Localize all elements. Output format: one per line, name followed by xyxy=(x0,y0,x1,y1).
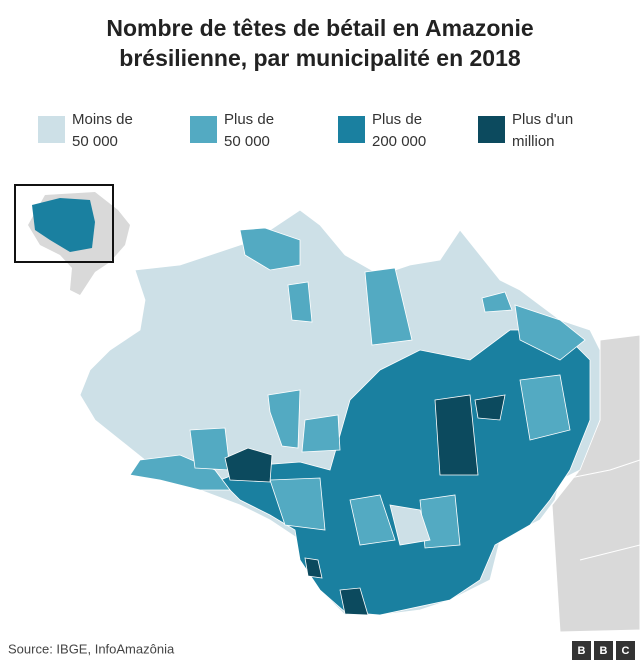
municipality-region xyxy=(364,267,413,346)
amazon-map xyxy=(79,209,601,616)
legend-label: Plus d'un xyxy=(512,111,573,128)
municipality-region xyxy=(301,414,341,453)
municipality-region xyxy=(434,394,479,476)
municipality-region xyxy=(267,389,301,449)
municipality-region xyxy=(349,494,396,546)
municipality-region xyxy=(129,454,231,491)
legend-swatch xyxy=(38,116,65,143)
municipality-region xyxy=(287,281,313,323)
legend-swatch xyxy=(478,116,505,143)
municipality-region xyxy=(269,477,326,531)
legend-label: 50 000 xyxy=(72,133,118,150)
legend-label: Moins de xyxy=(72,111,133,128)
state-border xyxy=(559,459,640,481)
municipality-region xyxy=(474,394,506,421)
logo-box xyxy=(616,641,635,660)
legend-label: Plus de xyxy=(224,111,274,128)
municipality-region xyxy=(514,304,586,361)
inset-frame xyxy=(14,184,114,263)
municipality-region xyxy=(189,427,231,471)
legend-label: million xyxy=(512,133,555,150)
logo-letter: B xyxy=(600,645,608,657)
municipality-region xyxy=(339,587,369,616)
legend-swatch xyxy=(338,116,365,143)
title-line: brésilienne, par municipalité en 2018 xyxy=(119,45,521,71)
source: Source: IBGE, InfoAmazônia xyxy=(8,641,175,656)
legend-swatch xyxy=(190,116,217,143)
legend-label: 50 000 xyxy=(224,133,270,150)
municipality-region xyxy=(389,504,431,546)
legend: Moins de 50 000 Plus de 50 000 Plus de 200 00… xyxy=(38,111,573,150)
logo-box xyxy=(572,641,591,660)
municipality-region xyxy=(519,374,571,441)
municipality-region xyxy=(239,227,301,271)
municipality-region xyxy=(224,447,273,483)
inset-amazon xyxy=(32,198,95,252)
logo-letter: C xyxy=(622,645,630,657)
logo-letter: B xyxy=(578,645,586,657)
logo-box xyxy=(594,641,613,660)
municipality-region xyxy=(304,557,323,579)
legend-label: 200 000 xyxy=(372,133,426,150)
title-line: Nombre de têtes de bétail en Amazonie xyxy=(106,15,533,41)
municipality-region xyxy=(481,291,513,313)
legend-label: Plus de xyxy=(372,111,422,128)
state-border xyxy=(579,544,640,561)
